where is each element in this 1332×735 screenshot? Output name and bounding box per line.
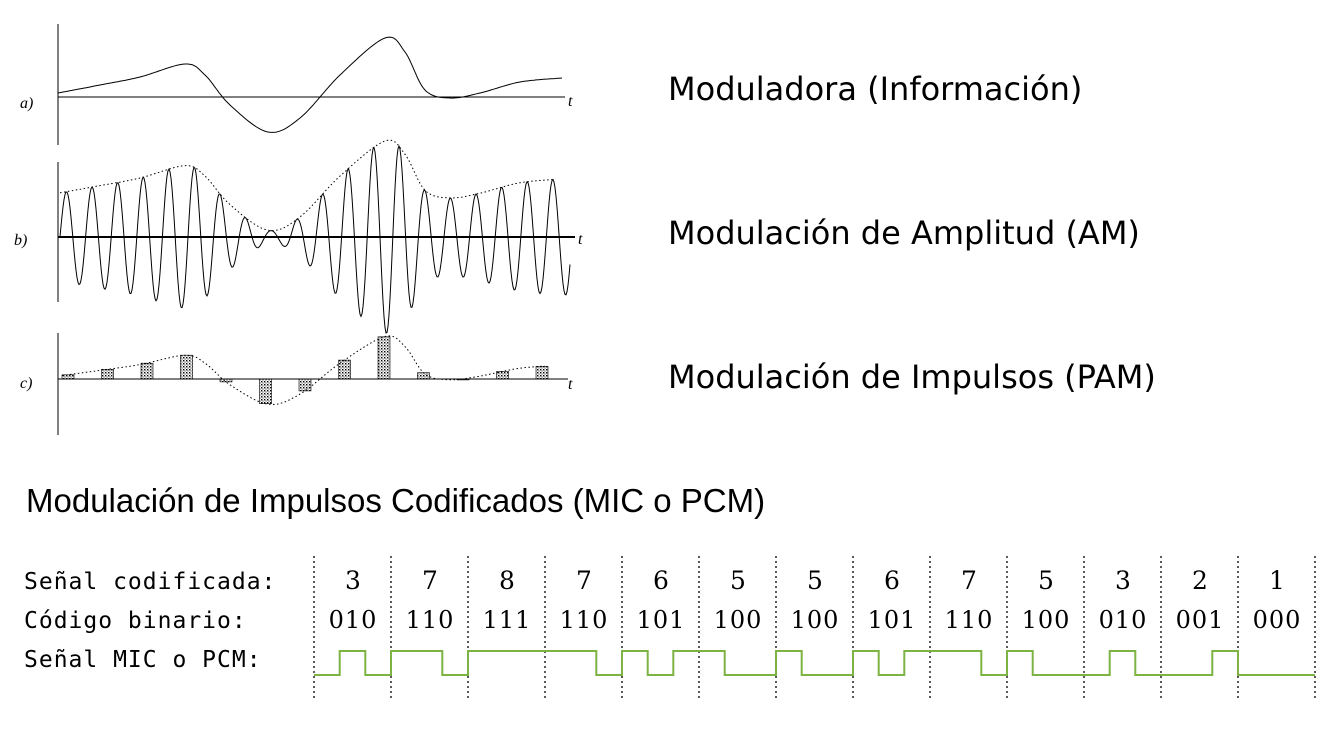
binary-code-label: Código binario: [24, 608, 247, 634]
binary-code: 110 [405, 606, 455, 634]
pam-pulse [535, 365, 549, 380]
panel-b-am-signal: b) t [14, 139, 583, 334]
panel-c-pam-signal: c) t [20, 333, 573, 435]
panel-c-letter: c) [20, 375, 32, 392]
panel-a-letter: a) [20, 95, 33, 112]
modulating-label: Moduladora (Información) [668, 70, 1083, 108]
coded-value: 2 [1192, 566, 1208, 595]
binary-code: 101 [867, 606, 917, 634]
panel-a-t-label: t [568, 93, 573, 110]
am-label: Modulación de Amplitud (AM) [668, 214, 1140, 252]
coded-value: 5 [730, 566, 746, 595]
panel-b-letter: b) [14, 232, 27, 249]
pam-pulse [140, 362, 154, 380]
pcm-title: Modulación de Impulsos Codificados (MIC … [26, 482, 766, 519]
pam-pulse [259, 378, 272, 405]
binary-code: 101 [636, 606, 686, 634]
pcm-signal-label: Señal MIC o PCM: [24, 647, 262, 673]
pam-pulses [61, 336, 549, 405]
pam-pulse [417, 372, 430, 380]
coded-value: 3 [1115, 566, 1131, 595]
coded-value: 7 [961, 566, 977, 595]
coded-value: 1 [1269, 566, 1285, 595]
binary-code: 100 [1021, 606, 1071, 634]
pcm-digital-signal [314, 650, 1315, 676]
pam-pulse [377, 336, 391, 380]
coded-value: 7 [576, 566, 592, 595]
pam-pulse [180, 354, 193, 380]
panel-c-t-label: t [568, 376, 573, 393]
binary-code: 000 [1252, 606, 1302, 634]
coded-value: 6 [884, 566, 900, 595]
pam-pulse [61, 374, 75, 380]
panel-a-modulating-signal: a) t [20, 24, 573, 145]
binary-code: 100 [713, 606, 763, 634]
pam-label: Modulación de Impulsos (PAM) [668, 358, 1156, 396]
modulating-wave [57, 36, 563, 133]
binary-code: 100 [790, 606, 840, 634]
pam-pulse [298, 378, 312, 392]
coded-value: 5 [807, 566, 823, 595]
coded-signal-label: Señal codificada: [24, 569, 277, 595]
coded-value: 6 [653, 566, 669, 595]
binary-code: 110 [944, 606, 994, 634]
coded-value: 8 [499, 566, 515, 595]
am-carrier-wave [59, 144, 571, 334]
coded-value: 5 [1038, 566, 1054, 595]
binary-code: 001 [1175, 606, 1225, 634]
panel-b-t-label: t [578, 231, 583, 248]
binary-code: 111 [482, 606, 532, 634]
pam-envelope [61, 335, 546, 406]
binary-code: 010 [1098, 606, 1148, 634]
coded-value: 3 [345, 566, 361, 595]
pam-pulse [101, 368, 114, 380]
binary-code: 010 [328, 606, 378, 634]
coded-value: 7 [422, 566, 438, 595]
binary-code: 110 [559, 606, 609, 634]
